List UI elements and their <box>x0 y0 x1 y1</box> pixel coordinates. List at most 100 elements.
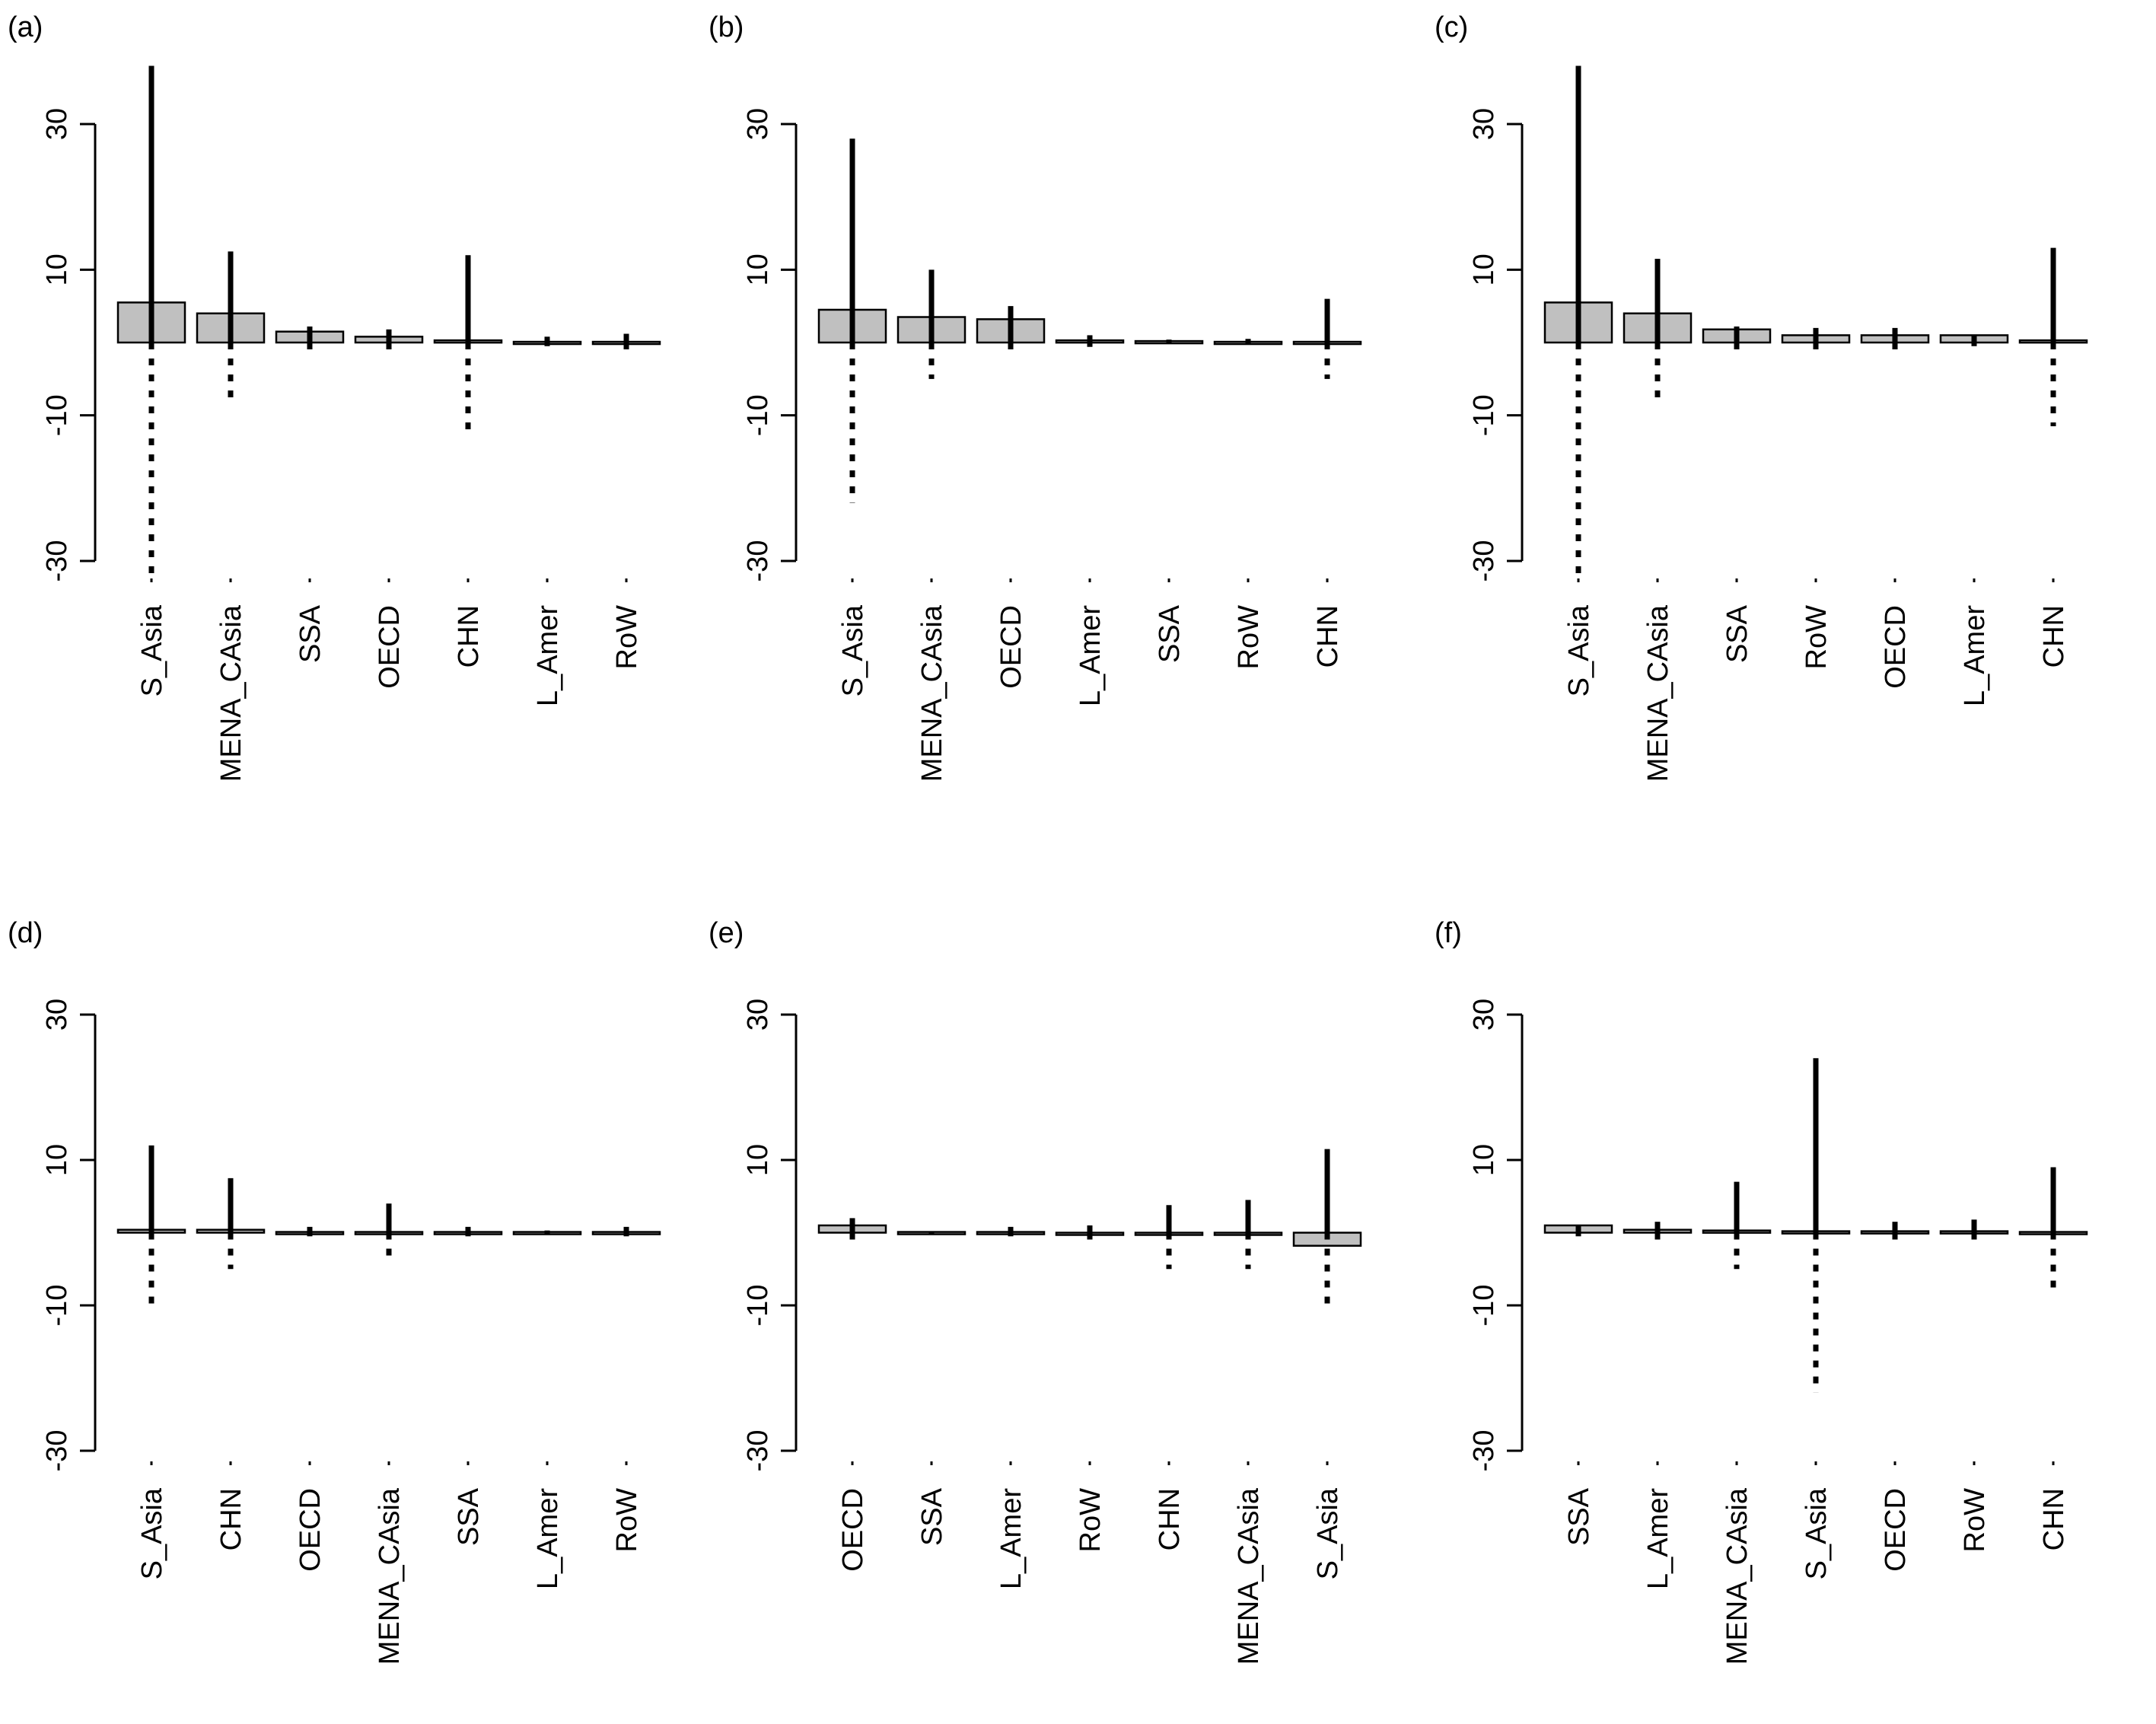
category-label: RoW <box>611 1488 643 1553</box>
category-tick-dot <box>1088 1461 1091 1465</box>
category-tick-dot <box>851 1461 854 1465</box>
category-tick-dot <box>1577 578 1580 582</box>
chart-panel-3: (c) -30 -10 10 30 S_Asia MENA_CAsia SSA RoW OECD L… <box>1435 11 2088 782</box>
y-tick-label: 30 <box>41 108 73 140</box>
category-label: CHN <box>215 1488 247 1550</box>
category-tick-dot <box>1893 578 1896 582</box>
category-label: MENA_CAsia <box>215 604 247 782</box>
chart-panel-2: (b) -30 -10 10 30 S_Asia MENA_CAsia OECD L_Amer S… <box>709 11 1362 782</box>
chart-panel-5: (e) -30 -10 10 30 OECD SSA L_Amer RoW CHN MENA_CAs… <box>709 917 1362 1665</box>
category-tick-dot <box>1656 1461 1659 1465</box>
category-label: CHN <box>1312 605 1344 668</box>
category-tick-dot <box>387 1461 390 1465</box>
category-label: CHN <box>2038 1488 2070 1550</box>
category-label: CHN <box>2038 605 2070 668</box>
category-label: OECD <box>1880 1488 1912 1572</box>
y-tick-label: -30 <box>742 1430 774 1472</box>
y-tick-label: -10 <box>1468 394 1500 436</box>
y-tick-label: 10 <box>1468 1144 1500 1176</box>
panel-label: (b) <box>709 11 744 43</box>
category-label: MENA_CAsia <box>916 604 948 782</box>
category-label: S_Asia <box>1563 604 1595 696</box>
category-label: S_Asia <box>136 1487 168 1579</box>
category-tick-dot <box>1656 578 1659 582</box>
category-label: MENA_CAsia <box>1642 604 1674 782</box>
category-tick-dot <box>1326 578 1329 582</box>
category-tick-dot <box>1577 1461 1580 1465</box>
category-label: RoW <box>1075 1488 1107 1553</box>
category-label: L_Amer <box>995 1488 1027 1589</box>
category-tick-dot <box>467 578 470 582</box>
category-label: L_Amer <box>1959 605 1991 706</box>
y-tick-label: -30 <box>41 540 73 582</box>
category-tick-dot <box>467 1461 470 1465</box>
chart-panel-4: (d) -30 -10 10 30 S_Asia CHN OECD MENA_CAsia SSA L… <box>8 917 661 1665</box>
category-tick-dot <box>1735 1461 1738 1465</box>
y-tick-label: 30 <box>742 108 774 140</box>
category-tick-dot <box>2052 1461 2055 1465</box>
category-tick-dot <box>150 578 153 582</box>
category-tick-dot <box>930 578 933 582</box>
category-tick-dot <box>229 578 232 582</box>
category-label: OECD <box>995 605 1027 689</box>
category-tick-dot <box>546 1461 549 1465</box>
category-tick-dot <box>1167 578 1170 582</box>
y-tick-label: 30 <box>41 999 73 1031</box>
category-label: SSA <box>916 1487 948 1546</box>
y-tick-label: 10 <box>742 1144 774 1176</box>
category-label: SSA <box>295 604 326 663</box>
category-label: SSA <box>453 1487 485 1546</box>
category-label: SSA <box>1154 604 1186 663</box>
category-tick-dot <box>851 578 854 582</box>
category-label: SSA <box>1563 1487 1595 1546</box>
panel-label: (a) <box>8 11 43 43</box>
category-tick-dot <box>1814 1461 1817 1465</box>
category-tick-dot <box>1247 1461 1250 1465</box>
y-tick-label: -10 <box>41 1285 73 1327</box>
category-tick-dot <box>1735 578 1738 582</box>
category-tick-dot <box>625 1461 628 1465</box>
y-tick-label: -10 <box>1468 1285 1500 1327</box>
y-tick-label: 30 <box>1468 999 1500 1031</box>
category-label: OECD <box>374 605 406 689</box>
category-tick-dot <box>1009 1461 1012 1465</box>
category-tick-dot <box>625 578 628 582</box>
category-tick-dot <box>1973 578 1976 582</box>
category-label: S_Asia <box>837 604 869 696</box>
category-label: RoW <box>1801 605 1833 670</box>
y-tick-label: 10 <box>41 1144 73 1176</box>
panel-label: (c) <box>1435 11 1468 43</box>
category-tick-dot <box>1326 1461 1329 1465</box>
category-tick-dot <box>1893 1461 1896 1465</box>
y-tick-label: -30 <box>742 540 774 582</box>
category-tick-dot <box>308 578 311 582</box>
category-tick-dot <box>229 1461 232 1465</box>
category-label: CHN <box>453 605 485 668</box>
chart-panel-6: (f) -30 -10 10 30 SSA L_Amer MENA_CAsia S_Asia OE… <box>1435 917 2088 1665</box>
category-tick-dot <box>2052 578 2055 582</box>
category-tick-dot <box>930 1461 933 1465</box>
category-tick-dot <box>308 1461 311 1465</box>
y-tick-label: 30 <box>742 999 774 1031</box>
category-tick-dot <box>1973 1461 1976 1465</box>
category-label: SSA <box>1721 604 1753 663</box>
category-label: MENA_CAsia <box>1233 1487 1265 1665</box>
panel-label: (f) <box>1435 917 1462 949</box>
y-tick-label: 10 <box>742 253 774 285</box>
panel-label: (e) <box>709 917 744 949</box>
category-tick-dot <box>1814 578 1817 582</box>
category-label: RoW <box>1959 1488 1991 1553</box>
category-label: RoW <box>611 605 643 670</box>
category-label: S_Asia <box>1312 1487 1344 1579</box>
category-label: MENA_CAsia <box>1721 1487 1753 1665</box>
category-label: OECD <box>837 1488 869 1572</box>
y-tick-label: 30 <box>1468 108 1500 140</box>
chart-panel-1: (a) -30 -10 10 30 S_Asia MENA_CAsia SSA OECD CHN L… <box>8 11 661 782</box>
y-tick-label: -30 <box>1468 1430 1500 1472</box>
category-tick-dot <box>1247 578 1250 582</box>
y-tick-label: -10 <box>41 394 73 436</box>
category-label: L_Amer <box>532 605 564 706</box>
y-tick-label: -10 <box>742 1285 774 1327</box>
panel-label: (d) <box>8 917 43 949</box>
